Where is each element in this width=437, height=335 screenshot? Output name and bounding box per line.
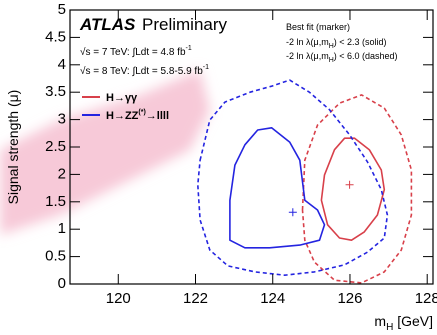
- y-tick-label: 2: [58, 165, 66, 182]
- legend-label-part: →llll: [146, 110, 169, 122]
- legend-label: H→γγ: [106, 92, 138, 104]
- x-tick-label: 126: [337, 290, 362, 307]
- note-text: -2 ln λ(μ,m: [286, 37, 329, 47]
- y-tick-label: 2.5: [45, 138, 66, 155]
- contour: [320, 137, 386, 241]
- x-tick-label: 120: [106, 290, 131, 307]
- best-fit-marker: [345, 180, 354, 189]
- note-sub: H: [329, 43, 334, 50]
- lumi-exp: -1: [203, 64, 209, 71]
- note-sub: H: [329, 57, 334, 64]
- x-tick-label: 122: [183, 290, 208, 307]
- x-tick-label: 128: [415, 290, 437, 307]
- legend-label: H→ZZ(*)→llll: [106, 109, 169, 122]
- x-label-text: m: [374, 313, 386, 329]
- lumi-8: √s = 8 TeV: ∫Ldt = 5.8-5.9 fb-1: [80, 64, 209, 77]
- solid-note: -2 ln λ(μ,mH) < 2.3 (solid): [286, 37, 387, 50]
- status-label: Preliminary: [142, 15, 228, 34]
- x-tick-label: 124: [260, 290, 285, 307]
- experiment-label: ATLAS: [79, 15, 136, 34]
- y-tick-label: 1.5: [45, 193, 66, 210]
- best-fit-note: Best fit (marker): [286, 22, 350, 32]
- note-text: ) < 2.3 (solid): [334, 37, 387, 47]
- lumi-exp: -1: [186, 45, 192, 52]
- note-text: -2 ln λ(μ,m: [286, 51, 329, 61]
- contour: [197, 79, 389, 276]
- legend-label-part: H→ZZ: [106, 110, 139, 122]
- legend-label-part: H→γγ: [106, 92, 138, 104]
- lumi-text: √s = 7 TeV: ∫Ldt = 4.8 fb: [80, 46, 186, 58]
- y-tick-label: 5: [58, 1, 66, 18]
- dashed-note: -2 ln λ(μ,mH) < 6.0 (dashed): [286, 51, 398, 64]
- note-text: ) < 6.0 (dashed): [334, 51, 398, 61]
- lumi-7: √s = 7 TeV: ∫Ldt = 4.8 fb-1: [80, 45, 192, 58]
- x-label-text: [GeV]: [393, 313, 433, 329]
- x-axis-label: mH [GeV]: [374, 313, 433, 333]
- y-tick-label: 4: [58, 56, 66, 73]
- contour: [229, 127, 326, 249]
- x-label-sub: H: [386, 322, 393, 333]
- y-tick-label: 1: [58, 220, 66, 237]
- y-tick-label: 3.5: [45, 83, 66, 100]
- y-axis-label: Signal strength (μ): [5, 90, 21, 205]
- contour: [301, 94, 413, 284]
- y-tick-label: 0: [58, 275, 66, 292]
- best-fit-marker: [288, 208, 297, 217]
- y-tick-label: 3: [58, 111, 66, 128]
- y-tick-label: 0.5: [45, 248, 66, 265]
- background-smudge: [0, 70, 210, 235]
- legend-label-part: (*): [138, 109, 145, 116]
- lumi-text: √s = 8 TeV: ∫Ldt = 5.8-5.9 fb: [80, 65, 203, 77]
- y-tick-label: 4.5: [45, 28, 66, 45]
- plot-area: [197, 79, 413, 284]
